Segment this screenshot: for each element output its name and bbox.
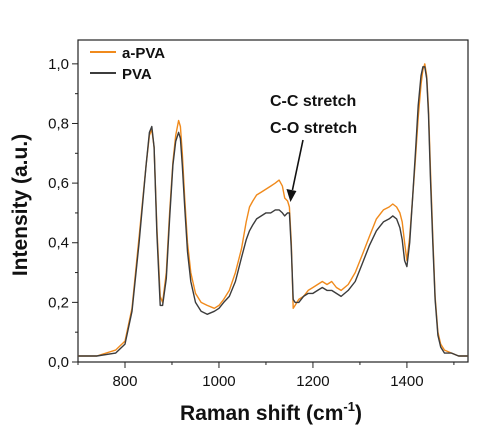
x-tick-label: 1200 [296, 373, 329, 390]
x-axis-title: Raman shift (cm-1) [180, 399, 362, 425]
y-axis: 0,0 0,2 0,4 0,6 0,8 1,0 [48, 56, 78, 371]
y-tick-label: 0,0 [48, 354, 69, 371]
annotation-text: C-O stretch [270, 120, 357, 137]
legend-label-pva: PVA [122, 66, 152, 83]
y-tick-label: 0,2 [48, 294, 69, 311]
series-layer [78, 63, 468, 357]
annotation-arrow-shaft [291, 139, 304, 191]
annotation-arrow-head [286, 188, 297, 202]
y-axis-title: Intensity (a.u.) [9, 134, 32, 276]
x-axis: 800 1000 1200 1400 [77, 362, 455, 390]
plot-frame [77, 39, 469, 363]
annotation: C-C stretch C-O stretch [270, 93, 357, 202]
annotation-text: C-C stretch [270, 93, 356, 110]
x-tick-label: 1000 [202, 373, 235, 390]
y-tick-label: 0,6 [48, 175, 69, 192]
series-line-pva [78, 66, 468, 357]
legend-label-a-pva: a-PVA [122, 45, 165, 62]
y-tick-label: 1,0 [48, 56, 69, 73]
y-tick-label: 0,8 [48, 115, 69, 132]
y-tick-label: 0,4 [48, 235, 69, 252]
legend: a-PVA PVA [90, 45, 165, 83]
x-tick-label: 800 [112, 373, 137, 390]
x-tick-label: 1400 [390, 373, 423, 390]
